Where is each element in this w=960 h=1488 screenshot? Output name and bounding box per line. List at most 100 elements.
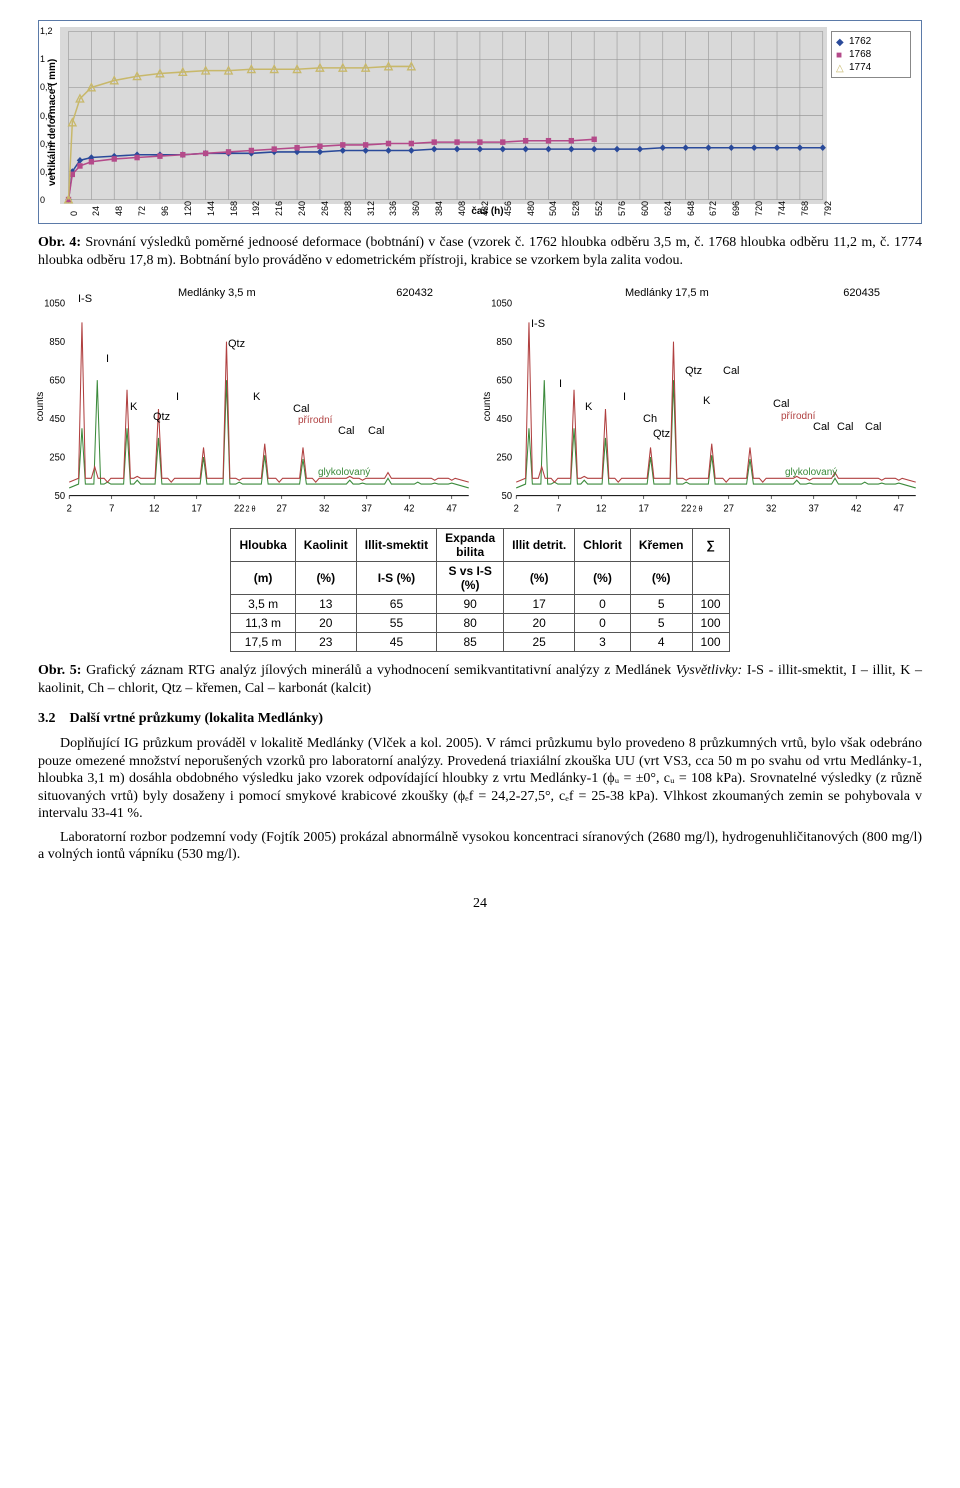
svg-text:1050: 1050 (491, 298, 512, 309)
svg-text:47: 47 (447, 503, 457, 514)
table-cell: 4 (630, 633, 692, 652)
caption4-text: Srovnání výsledků poměrné jednoosé defor… (38, 235, 922, 268)
table-cell: 0 (575, 614, 631, 633)
caption4-label: Obr. 4: (38, 235, 81, 250)
mineral-th: Illit-smektit (356, 529, 436, 562)
mineral-table: HloubkaKaolinitIllit-smektitExpandabilit… (230, 528, 729, 652)
table-cell: 20 (295, 614, 356, 633)
page-number: 24 (38, 896, 922, 912)
table-cell: 65 (356, 595, 436, 614)
mineral-th-unit: (%) (504, 562, 575, 595)
xrd-panels: Medlánky 3,5 m 620432 counts 50250450650… (38, 283, 922, 518)
svg-text:37: 37 (809, 503, 819, 514)
caption5-text: Grafický záznam RTG analýz jílových mine… (81, 663, 675, 678)
svg-text:450: 450 (49, 414, 65, 425)
svg-text:650: 650 (496, 375, 512, 386)
legend-1762: 1762 (849, 36, 871, 47)
table-cell: 25 (504, 633, 575, 652)
mineral-th: Kaolinit (295, 529, 356, 562)
table-cell: 17 (504, 595, 575, 614)
table-cell: 85 (437, 633, 504, 652)
mineral-th-unit: S vs I-S(%) (437, 562, 504, 595)
svg-text:17: 17 (192, 503, 202, 514)
caption-obr4: Obr. 4: Srovnání výsledků poměrné jednoo… (38, 234, 922, 269)
svg-text:32: 32 (766, 503, 776, 514)
table-cell: 11,3 m (231, 614, 295, 633)
svg-text:12: 12 (149, 503, 159, 514)
svg-text:42: 42 (404, 503, 414, 514)
table-cell: 0 (575, 595, 631, 614)
timeseries-chart: vertikální deformace ( mm) 00,20,40,60,8… (38, 20, 922, 224)
mineral-th-unit (692, 562, 729, 595)
svg-text:2: 2 (514, 503, 519, 514)
table-cell: 90 (437, 595, 504, 614)
para-1: Doplňující IG průzkum prováděl v lokalit… (38, 735, 922, 823)
mineral-th-unit: I-S (%) (356, 562, 436, 595)
svg-text:50: 50 (55, 491, 66, 502)
table-cell: 100 (692, 614, 729, 633)
table-cell: 13 (295, 595, 356, 614)
table-cell: 20 (504, 614, 575, 633)
mineral-th: Chlorit (575, 529, 631, 562)
mineral-th: Expandabilita (437, 529, 504, 562)
caption5-label: Obr. 5: (38, 663, 81, 678)
mineral-th: Illit detrit. (504, 529, 575, 562)
svg-text:42: 42 (851, 503, 861, 514)
svg-text:22: 22 (681, 503, 691, 514)
table-cell: 23 (295, 633, 356, 652)
section-num: 3.2 (38, 711, 56, 726)
svg-text:12: 12 (596, 503, 606, 514)
table-cell: 3,5 m (231, 595, 295, 614)
mineral-th-unit: (%) (295, 562, 356, 595)
svg-text:50: 50 (502, 491, 513, 502)
table-cell: 5 (630, 614, 692, 633)
svg-text:7: 7 (109, 503, 114, 514)
caption5-legend-label: Vysvětlivky: (676, 663, 742, 678)
svg-text:850: 850 (496, 337, 512, 348)
table-cell: 3 (575, 633, 631, 652)
svg-text:650: 650 (49, 375, 65, 386)
mineral-th-unit: (m) (231, 562, 295, 595)
table-row: 3,5 m1365901705100 (231, 595, 729, 614)
mineral-th-unit: (%) (630, 562, 692, 595)
xrd-panel-right: Medlánky 17,5 m 620435 counts 5025045065… (485, 283, 922, 518)
svg-text:1050: 1050 (44, 298, 65, 309)
svg-text:450: 450 (496, 414, 512, 425)
svg-text:37: 37 (362, 503, 372, 514)
mineral-th: ∑ (692, 529, 729, 562)
ts-plot-area: 00,20,40,60,811,202448729612014416819221… (60, 27, 827, 204)
svg-text:47: 47 (894, 503, 904, 514)
caption-obr5: Obr. 5: Grafický záznam RTG analýz jílov… (38, 662, 922, 697)
table-cell: 45 (356, 633, 436, 652)
table-cell: 100 (692, 633, 729, 652)
table-cell: 100 (692, 595, 729, 614)
table-cell: 80 (437, 614, 504, 633)
table-cell: 55 (356, 614, 436, 633)
legend-1774: 1774 (849, 62, 871, 73)
svg-text:2 θ: 2 θ (692, 504, 702, 513)
section-title-text: Další vrtné průzkumy (lokalita Medlánky) (70, 711, 324, 726)
svg-text:32: 32 (319, 503, 329, 514)
ts-ylabel: vertikální deformace ( mm) (45, 27, 60, 217)
mineral-th: Hloubka (231, 529, 295, 562)
svg-text:17: 17 (639, 503, 649, 514)
section-3-2-title: 3.2 Další vrtné průzkumy (lokalita Medlá… (38, 711, 922, 727)
svg-text:27: 27 (724, 503, 734, 514)
table-row: 11,3 m2055802005100 (231, 614, 729, 633)
svg-text:22: 22 (234, 503, 244, 514)
svg-text:2: 2 (67, 503, 72, 514)
svg-text:250: 250 (496, 452, 512, 463)
svg-text:7: 7 (556, 503, 561, 514)
ts-legend: ◆1762 ■1768 △1774 (831, 31, 911, 78)
svg-text:2 θ: 2 θ (245, 504, 255, 513)
table-cell: 5 (630, 595, 692, 614)
xrd-panel-left: Medlánky 3,5 m 620432 counts 50250450650… (38, 283, 475, 518)
table-row: 17,5 m2345852534100 (231, 633, 729, 652)
table-cell: 17,5 m (231, 633, 295, 652)
para-2: Laboratorní rozbor podzemní vody (Fojtík… (38, 829, 922, 864)
svg-text:27: 27 (277, 503, 287, 514)
mineral-th: Křemen (630, 529, 692, 562)
svg-text:250: 250 (49, 452, 65, 463)
svg-text:850: 850 (49, 337, 65, 348)
mineral-th-unit: (%) (575, 562, 631, 595)
